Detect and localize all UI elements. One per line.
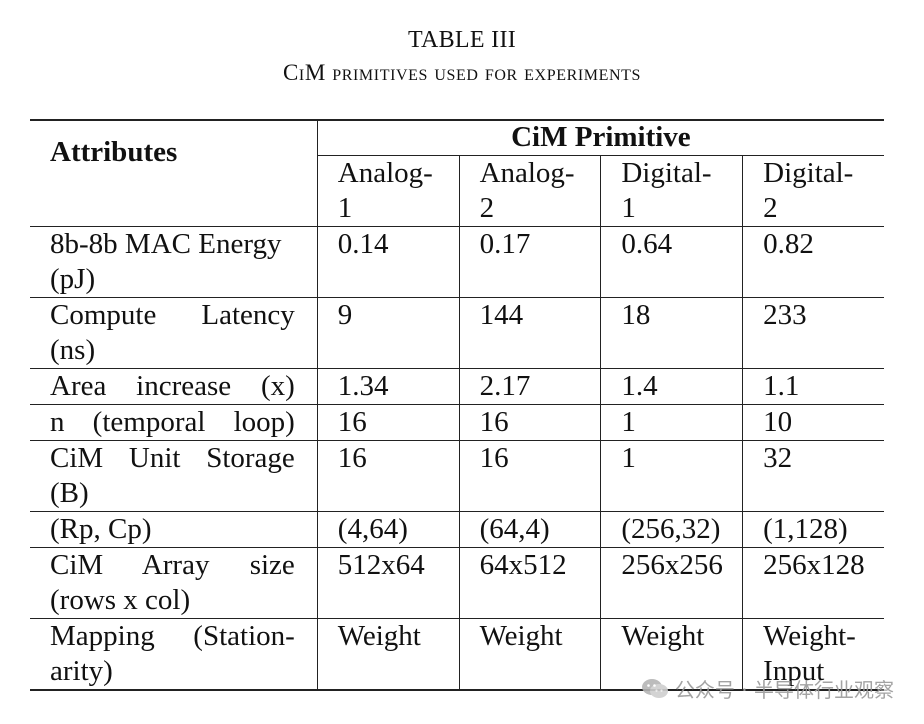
table-row: Area increase (x) 1.34 2.17 1.4 1.1 <box>30 368 884 405</box>
watermark-text: 公众号 · 半导体行业观察 <box>674 678 894 702</box>
table-cell: 144 <box>458 297 601 369</box>
table-cell: 256x128 <box>742 547 884 619</box>
table-cell: 2.17 <box>458 368 601 405</box>
table-cell: 0.14 <box>316 226 460 298</box>
table-row: Mapping (Station-arity) Weight Weight We… <box>30 618 884 691</box>
table-row: Compute Latency (ns) 9 144 18 233 <box>30 297 884 369</box>
table-row: 8b-8b MAC Energy (pJ) 0.14 0.17 0.64 0.82 <box>30 226 884 298</box>
table-label: TABLE III <box>407 27 517 53</box>
table-row: CiM Unit Storage (B) 16 16 1 32 <box>30 440 884 512</box>
table-cell: 1 <box>600 440 743 512</box>
table-cell: (64,4) <box>458 511 601 548</box>
table-row: n (temporal loop) 16 16 1 10 <box>30 404 884 441</box>
table-cell: 256x256 <box>600 547 743 619</box>
table-cell: Weight <box>316 618 460 691</box>
table-cell: 18 <box>600 297 743 369</box>
row-label-rp-cp: (Rp, Cp) <box>30 511 318 548</box>
table-cell: 64x512 <box>458 547 601 619</box>
table-cell: 1.1 <box>742 368 884 405</box>
table-row: CiM Array size (rows x col) 512x64 64x512… <box>30 547 884 619</box>
table-cell: (4,64) <box>316 511 460 548</box>
watermark: 公众号 · 半导体行业观察 <box>641 674 894 703</box>
column-header-analog-2: Analog- 2 <box>458 155 601 227</box>
table-cell: 16 <box>458 404 601 441</box>
row-label-unit-storage: CiM Unit Storage (B) <box>30 440 318 512</box>
table-cell: 32 <box>742 440 884 512</box>
table-cell: 9 <box>316 297 460 369</box>
table-cell: 0.17 <box>458 226 601 298</box>
table-cell: 233 <box>742 297 884 369</box>
column-header-analog-1: Analog- 1 <box>316 155 460 227</box>
row-label-mac-energy: 8b-8b MAC Energy (pJ) <box>30 226 318 298</box>
table-cell: 16 <box>316 404 460 441</box>
wechat-icon <box>641 678 669 700</box>
table-cell: 1.34 <box>316 368 460 405</box>
table-cell: (1,128) <box>742 511 884 548</box>
row-label-array-size: CiM Array size (rows x col) <box>30 547 318 619</box>
table-cell: 10 <box>742 404 884 441</box>
row-label-compute-latency: Compute Latency (ns) <box>30 297 318 369</box>
column-header-digital-2: Digital- 2 <box>742 155 884 227</box>
table-cell: (256,32) <box>600 511 743 548</box>
table-cell: Weight- Input <box>742 618 884 691</box>
cim-primitive-header: CiM Primitive <box>316 119 884 156</box>
cim-primitives-table: Attributes CiM Primitive Analog- 1 Analog… <box>30 119 884 691</box>
row-label-temporal-loop: n (temporal loop) <box>30 404 318 441</box>
table-cell: 1 <box>600 404 743 441</box>
table-cell: 512x64 <box>316 547 460 619</box>
attributes-header: Attributes <box>30 119 318 227</box>
table-row: (Rp, Cp) (4,64) (64,4) (256,32) (1,128) <box>30 511 884 548</box>
table-cell: Weight <box>600 618 743 691</box>
table-cell: 16 <box>316 440 460 512</box>
table-title: CiM primitives used for experiments <box>282 60 642 85</box>
row-label-mapping: Mapping (Station-arity) <box>30 618 318 691</box>
table-cell: 0.82 <box>742 226 884 298</box>
table-cell: 1.4 <box>600 368 743 405</box>
table-cell: Weight <box>458 618 601 691</box>
table-cell: 16 <box>458 440 601 512</box>
column-header-digital-1: Digital- 1 <box>600 155 743 227</box>
table-cell: 0.64 <box>600 226 743 298</box>
row-label-area-increase: Area increase (x) <box>30 368 318 405</box>
